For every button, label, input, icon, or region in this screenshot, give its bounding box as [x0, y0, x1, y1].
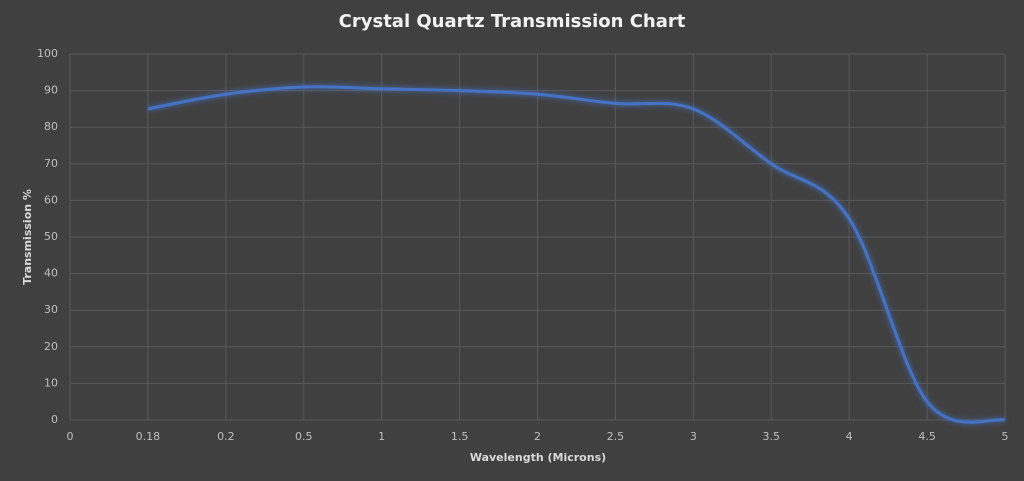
y-tick-label: 0 [51, 413, 58, 426]
x-tick-label: 0 [67, 430, 74, 443]
x-tick-label: 1 [378, 430, 385, 443]
x-axis-title: Wavelength (Microns) [470, 451, 606, 464]
y-tick-label: 60 [44, 193, 58, 206]
x-tick-label: 5 [1002, 430, 1009, 443]
x-tick-label: 0.2 [217, 430, 235, 443]
y-tick-label: 90 [44, 84, 58, 97]
y-tick-label: 40 [44, 267, 58, 280]
x-tick-label: 3 [690, 430, 697, 443]
y-axis-title: Transmission % [21, 189, 34, 285]
y-tick-label: 20 [44, 340, 58, 353]
x-tick-label: 0.18 [136, 430, 161, 443]
y-tick-label: 70 [44, 157, 58, 170]
chart-title: Crystal Quartz Transmission Chart [339, 11, 686, 32]
data-line [147, 85, 1006, 424]
x-tick-label: 4 [846, 430, 853, 443]
x-tick-label: 2 [534, 430, 541, 443]
x-tick-label: 0.5 [295, 430, 313, 443]
y-tick-label: 80 [44, 120, 58, 133]
x-tick-label: 1.5 [451, 430, 469, 443]
x-tick-label: 2.5 [607, 430, 625, 443]
y-tick-label: 30 [44, 303, 58, 316]
y-tick-label: 50 [44, 230, 58, 243]
x-tick-label: 4.5 [918, 430, 936, 443]
y-tick-label: 10 [44, 376, 58, 389]
x-tick-label: 3.5 [763, 430, 781, 443]
y-tick-label: 100 [37, 47, 58, 60]
